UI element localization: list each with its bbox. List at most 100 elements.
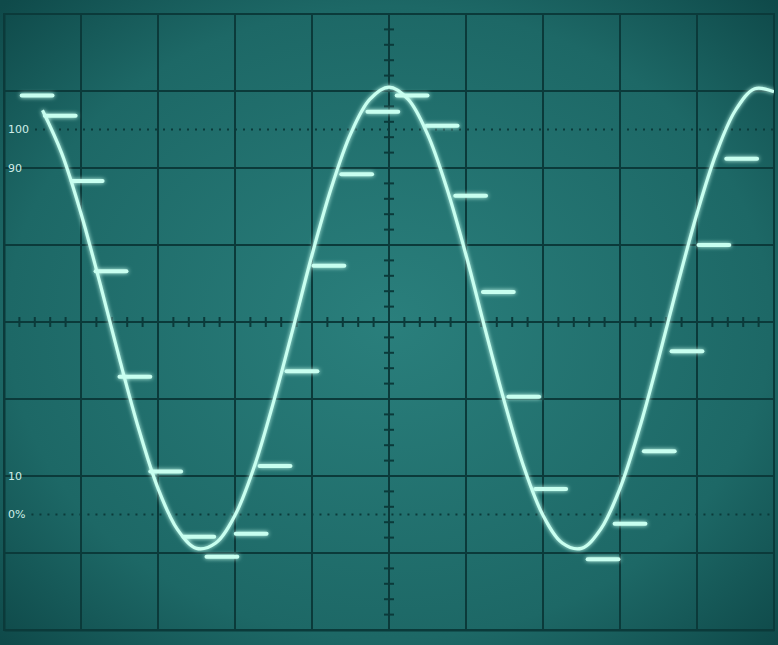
minor-tick — [384, 105, 394, 107]
sample-dash — [96, 269, 127, 273]
grid-line-y — [4, 398, 774, 400]
plot-frame — [4, 14, 774, 630]
minor-tick — [384, 521, 394, 523]
minor-tick — [384, 259, 394, 261]
minor-tick — [384, 90, 394, 92]
sample-dash — [455, 194, 486, 198]
minor-tick — [511, 317, 513, 327]
minor-tick — [384, 460, 394, 462]
minor-tick — [384, 229, 394, 231]
reference-line — [31, 514, 774, 516]
minor-tick — [95, 317, 97, 327]
minor-tick — [619, 317, 621, 327]
sample-dash — [183, 535, 214, 539]
grid-line-x — [234, 14, 236, 630]
minor-tick — [681, 317, 683, 327]
minor-tick — [188, 317, 190, 327]
minor-tick — [384, 398, 394, 400]
minor-tick — [384, 244, 394, 246]
sample-dash — [508, 395, 539, 399]
grid-line-x — [696, 14, 698, 630]
minor-tick — [384, 537, 394, 539]
minor-tick — [573, 317, 575, 327]
minor-tick — [496, 317, 498, 327]
minor-tick — [384, 152, 394, 154]
grid-line-y — [4, 90, 774, 92]
minor-tick — [142, 317, 144, 327]
grid-line-y — [4, 475, 774, 477]
sample-dash — [726, 157, 757, 161]
grid-line-x — [157, 14, 159, 630]
minor-tick — [403, 317, 405, 327]
minor-tick — [450, 317, 452, 327]
annotations: 10090100% — [8, 123, 774, 521]
minor-tick — [384, 167, 394, 169]
minor-tick — [650, 317, 652, 327]
minor-tick — [773, 317, 775, 327]
minor-tick — [384, 413, 394, 415]
minor-tick — [557, 317, 559, 327]
sample-dash — [22, 94, 53, 98]
chart: 10090100% — [0, 0, 778, 645]
grid-line-x — [311, 14, 313, 630]
minor-tick — [384, 490, 394, 492]
minor-tick — [384, 367, 394, 369]
minor-tick — [384, 28, 394, 30]
minor-tick — [384, 583, 394, 585]
sample-dash — [150, 469, 181, 473]
minor-tick — [527, 317, 529, 327]
minor-tick — [384, 506, 394, 508]
minor-tick — [742, 317, 744, 327]
graticule-minor — [4, 14, 774, 630]
minor-tick — [384, 629, 394, 631]
reference-line — [35, 129, 774, 131]
marks — [22, 87, 774, 559]
minor-tick — [384, 213, 394, 215]
sample-dash — [427, 124, 458, 128]
minor-tick — [384, 75, 394, 77]
minor-tick — [49, 317, 51, 327]
minor-tick — [18, 317, 20, 327]
sample-dash — [672, 349, 703, 353]
sample-dash — [699, 243, 730, 247]
minor-tick — [634, 317, 636, 327]
sample-dash — [287, 369, 318, 373]
minor-tick — [3, 317, 5, 327]
sample-dash — [314, 264, 345, 268]
sample-dash — [615, 522, 646, 526]
minor-tick — [172, 317, 174, 327]
minor-tick — [249, 317, 251, 327]
minor-tick — [384, 13, 394, 15]
minor-tick — [384, 59, 394, 61]
graticule-label: 0% — [8, 508, 25, 521]
grid-line-x — [542, 14, 544, 630]
minor-tick — [758, 317, 760, 327]
grid — [4, 14, 774, 630]
sample-dash — [207, 555, 238, 559]
minor-tick — [234, 317, 236, 327]
minor-tick — [203, 317, 205, 327]
minor-tick — [34, 317, 36, 327]
trace-line — [43, 87, 775, 549]
minor-tick — [419, 317, 421, 327]
minor-tick — [384, 336, 394, 338]
grid-line-x — [465, 14, 467, 630]
minor-tick — [384, 321, 394, 323]
minor-tick — [384, 429, 394, 431]
sample-dash — [588, 557, 619, 561]
sample-dash — [341, 172, 372, 176]
minor-tick — [384, 182, 394, 184]
grid-line-y — [4, 321, 774, 323]
minor-tick — [157, 317, 159, 327]
minor-tick — [219, 317, 221, 327]
minor-tick — [326, 317, 328, 327]
minor-tick — [80, 317, 82, 327]
sample-dash — [236, 532, 267, 536]
minor-tick — [384, 567, 394, 569]
minor-tick — [384, 614, 394, 616]
sample-dash — [483, 290, 514, 294]
minor-tick — [588, 317, 590, 327]
minor-tick — [126, 317, 128, 327]
sample-dash — [397, 94, 428, 98]
minor-tick — [384, 136, 394, 138]
